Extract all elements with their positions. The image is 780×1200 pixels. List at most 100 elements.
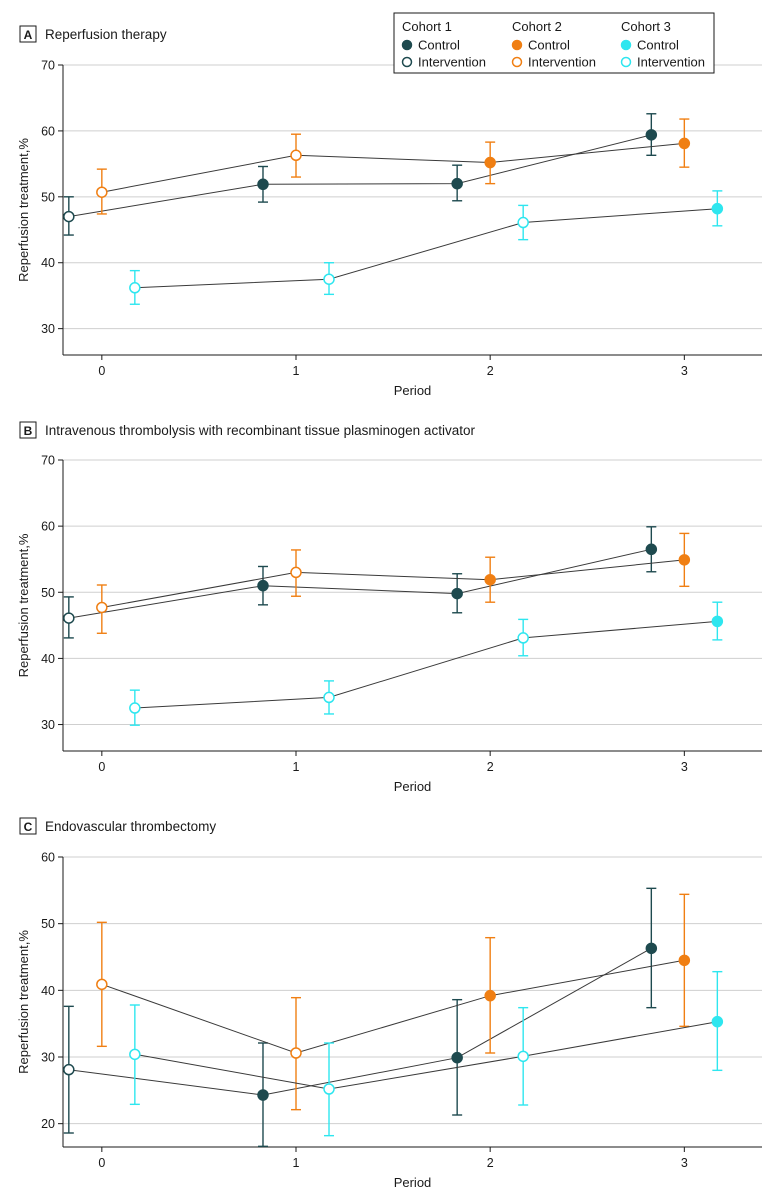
data-point (63, 1063, 75, 1076)
y-axis-label: Reperfusion treatment,% (16, 138, 31, 282)
legend-entry-label: Control (418, 38, 460, 53)
x-tick-label: 3 (681, 760, 688, 774)
data-point (484, 573, 496, 586)
legend-cohort-2: Cohort 2 Control Intervention (511, 19, 596, 70)
legend-entry-label: Intervention (637, 55, 705, 70)
y-tick-label: 70 (41, 59, 55, 73)
legend-marker-filled (401, 39, 413, 51)
y-tick-label: 40 (41, 984, 55, 998)
data-point (257, 579, 269, 592)
legend-cohort-3: Cohort 3 Control Intervention (620, 19, 705, 70)
data-point (323, 273, 335, 285)
legend: Cohort 1 Control Intervention Cohort 2 Contr… (393, 12, 715, 74)
data-point (96, 601, 108, 614)
panel-letter-box (19, 817, 37, 835)
data-point (96, 186, 108, 198)
legend-box (393, 12, 715, 74)
data-point (517, 1050, 529, 1063)
data-point (645, 129, 658, 141)
panel-letter: C (24, 820, 33, 834)
legend-cohort-title: Cohort 2 (512, 19, 562, 34)
panel-letter: A (24, 28, 33, 42)
y-tick-label: 40 (41, 256, 55, 270)
data-point (257, 178, 269, 191)
legend-cohort-1: Cohort 1 Control Intervention (401, 19, 486, 70)
y-tick-label: 70 (41, 454, 55, 468)
y-tick-label: 50 (41, 917, 55, 931)
series-cohort-1 (63, 526, 658, 639)
series-cohort-2 (96, 532, 691, 634)
panel-title: Endovascular thrombectomy (45, 819, 216, 834)
series-line (68, 548, 652, 619)
legend-cohort-title: Cohort 1 (402, 19, 452, 34)
series-cohort-2 (96, 118, 691, 215)
x-tick-label: 2 (487, 760, 494, 774)
panel-letter-box (19, 25, 37, 43)
y-tick-label: 30 (41, 1051, 55, 1065)
data-point (129, 1048, 141, 1061)
legend-cohort-title: Cohort 3 (621, 19, 671, 34)
data-point (451, 1051, 463, 1064)
data-point (290, 566, 302, 579)
data-point (484, 156, 496, 169)
y-axis-label: Reperfusion treatment,% (16, 533, 31, 677)
data-point (484, 989, 496, 1002)
data-point (678, 554, 691, 566)
x-tick-label: 3 (681, 1156, 688, 1170)
legend-marker-open (511, 56, 523, 68)
data-point (257, 1089, 269, 1101)
series-line (68, 134, 652, 218)
x-tick-label: 1 (293, 1156, 300, 1170)
x-axis-label: Period (394, 1175, 432, 1190)
x-tick-label: 2 (487, 364, 494, 378)
data-point (517, 632, 529, 644)
series-cohort-1 (63, 887, 658, 1148)
x-tick-label: 0 (98, 1156, 105, 1170)
legend-marker-filled (511, 39, 523, 51)
series-cohort-3 (129, 190, 724, 305)
x-tick-label: 2 (487, 1156, 494, 1170)
x-tick-label: 1 (293, 364, 300, 378)
data-point (63, 612, 75, 624)
series-cohort-1 (63, 113, 658, 236)
series-line (68, 947, 652, 1096)
panel-letter: B (24, 424, 33, 438)
legend-marker-filled (620, 39, 632, 51)
y-tick-label: 30 (41, 718, 55, 732)
data-point (96, 978, 108, 991)
y-tick-label: 60 (41, 124, 55, 138)
legend-entry-label: Control (637, 38, 679, 53)
data-point (323, 691, 335, 704)
legend-entry-label: Intervention (528, 55, 596, 70)
legend-entry-label: Intervention (418, 55, 486, 70)
legend-entry-label: Control (528, 38, 570, 53)
x-tick-label: 1 (293, 760, 300, 774)
series-line (134, 208, 718, 289)
x-axis-label: Period (394, 383, 432, 398)
data-point (323, 1083, 335, 1095)
y-tick-label: 60 (41, 851, 55, 865)
y-tick-label: 20 (41, 1117, 55, 1131)
data-point (678, 954, 691, 967)
series-cohort-3 (129, 970, 724, 1137)
x-tick-label: 0 (98, 364, 105, 378)
series-line (134, 1021, 718, 1090)
series-cohort-2 (96, 893, 691, 1111)
legend-marker-open (620, 56, 632, 68)
data-point (711, 202, 724, 215)
chart-panel-b: B Intravenous thrombolysis with recombina… (16, 421, 762, 794)
data-point (290, 1047, 302, 1059)
data-point (517, 216, 529, 229)
x-tick-label: 0 (98, 760, 105, 774)
data-point (711, 615, 724, 628)
x-tick-label: 3 (681, 364, 688, 378)
data-point (711, 1015, 724, 1028)
data-point (645, 543, 658, 556)
y-tick-label: 50 (41, 190, 55, 204)
y-tick-label: 40 (41, 652, 55, 666)
panel-title: Intravenous thrombolysis with recombinan… (45, 423, 475, 438)
y-tick-label: 30 (41, 322, 55, 336)
data-point (451, 587, 463, 600)
